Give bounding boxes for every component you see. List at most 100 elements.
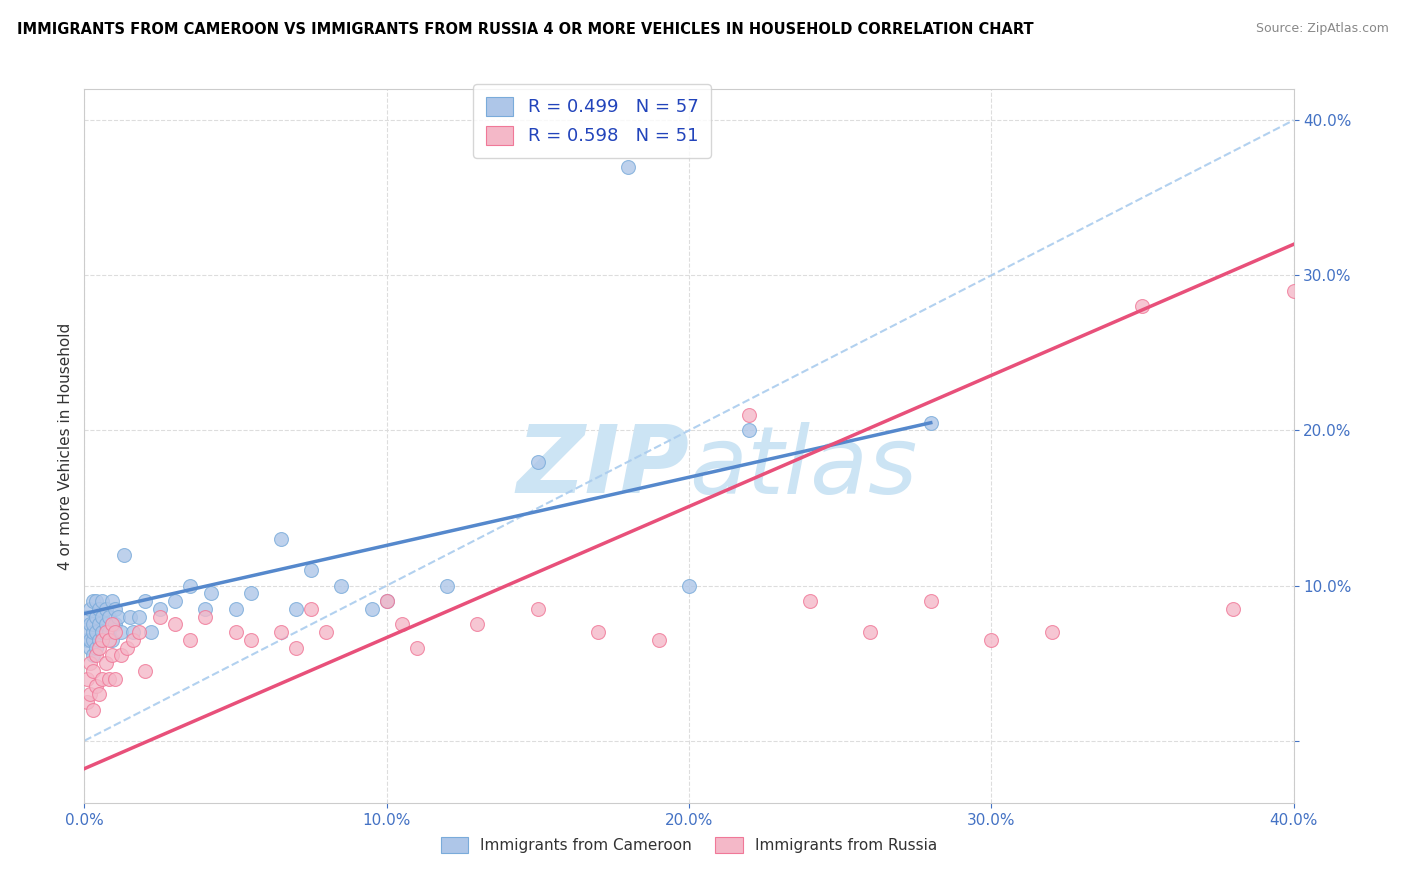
Point xyxy=(179,579,201,593)
Point xyxy=(149,609,172,624)
Point xyxy=(104,625,127,640)
Point xyxy=(91,609,114,624)
Point xyxy=(239,586,262,600)
Point xyxy=(406,640,429,655)
Point xyxy=(110,625,132,640)
Point xyxy=(134,594,156,608)
Point xyxy=(89,632,111,647)
Point xyxy=(738,408,761,422)
Point xyxy=(225,625,247,640)
Point xyxy=(239,632,262,647)
Point xyxy=(86,625,108,640)
Point xyxy=(128,609,150,624)
Point xyxy=(299,602,322,616)
Point xyxy=(128,625,150,640)
Point xyxy=(86,609,108,624)
Text: Source: ZipAtlas.com: Source: ZipAtlas.com xyxy=(1256,22,1389,36)
Point xyxy=(94,617,117,632)
Point xyxy=(375,594,398,608)
Point xyxy=(97,632,120,647)
Point xyxy=(859,625,882,640)
Point xyxy=(648,632,671,647)
Point xyxy=(149,602,172,616)
Point xyxy=(139,625,162,640)
Point xyxy=(1130,299,1153,313)
Point xyxy=(82,617,104,632)
Point xyxy=(91,672,114,686)
Point xyxy=(617,160,640,174)
Point xyxy=(285,640,308,655)
Text: atlas: atlas xyxy=(689,422,917,513)
Point xyxy=(91,632,114,647)
Point xyxy=(110,648,132,663)
Point xyxy=(436,579,458,593)
Point xyxy=(82,648,104,663)
Point xyxy=(527,602,550,616)
Point xyxy=(920,416,942,430)
Point xyxy=(118,609,141,624)
Point xyxy=(285,602,308,616)
Point xyxy=(165,594,187,608)
Point xyxy=(91,594,114,608)
Point xyxy=(94,625,117,640)
Point xyxy=(121,625,143,640)
Point xyxy=(94,602,117,616)
Point xyxy=(1222,602,1244,616)
Point xyxy=(89,640,111,655)
Point xyxy=(194,609,217,624)
Point xyxy=(89,602,111,616)
Point xyxy=(1282,284,1305,298)
Point xyxy=(76,632,98,647)
Point xyxy=(270,625,292,640)
Point xyxy=(920,594,942,608)
Point xyxy=(299,563,322,577)
Point xyxy=(315,625,337,640)
Point xyxy=(76,625,98,640)
Text: IMMIGRANTS FROM CAMEROON VS IMMIGRANTS FROM RUSSIA 4 OR MORE VEHICLES IN HOUSEHO: IMMIGRANTS FROM CAMEROON VS IMMIGRANTS F… xyxy=(17,22,1033,37)
Point xyxy=(100,648,122,663)
Point xyxy=(94,656,117,670)
Point xyxy=(79,602,101,616)
Point xyxy=(134,664,156,678)
Point xyxy=(527,454,550,468)
Point xyxy=(86,680,108,694)
Point xyxy=(82,632,104,647)
Point xyxy=(97,609,120,624)
Point xyxy=(104,602,127,616)
Point xyxy=(270,532,292,546)
Point xyxy=(76,609,98,624)
Point xyxy=(799,594,821,608)
Point xyxy=(121,632,143,647)
Point xyxy=(391,617,413,632)
Point xyxy=(360,602,382,616)
Point xyxy=(738,424,761,438)
Point xyxy=(97,672,120,686)
Point xyxy=(115,640,138,655)
Point xyxy=(79,687,101,701)
Legend: Immigrants from Cameroon, Immigrants from Russia: Immigrants from Cameroon, Immigrants fro… xyxy=(434,830,943,859)
Point xyxy=(82,594,104,608)
Point xyxy=(82,664,104,678)
Point xyxy=(89,687,111,701)
Point xyxy=(112,548,135,562)
Point xyxy=(200,586,222,600)
Point xyxy=(107,609,129,624)
Point xyxy=(82,625,104,640)
Point xyxy=(467,617,489,632)
Y-axis label: 4 or more Vehicles in Household: 4 or more Vehicles in Household xyxy=(58,322,73,570)
Point xyxy=(194,602,217,616)
Point xyxy=(375,594,398,608)
Point xyxy=(165,617,187,632)
Point xyxy=(86,640,108,655)
Point xyxy=(179,632,201,647)
Point xyxy=(79,640,101,655)
Point xyxy=(980,632,1002,647)
Point xyxy=(330,579,353,593)
Point xyxy=(79,617,101,632)
Point xyxy=(89,617,111,632)
Text: ZIP: ZIP xyxy=(516,421,689,514)
Point xyxy=(1040,625,1063,640)
Point xyxy=(97,625,120,640)
Point xyxy=(76,672,98,686)
Point xyxy=(86,648,108,663)
